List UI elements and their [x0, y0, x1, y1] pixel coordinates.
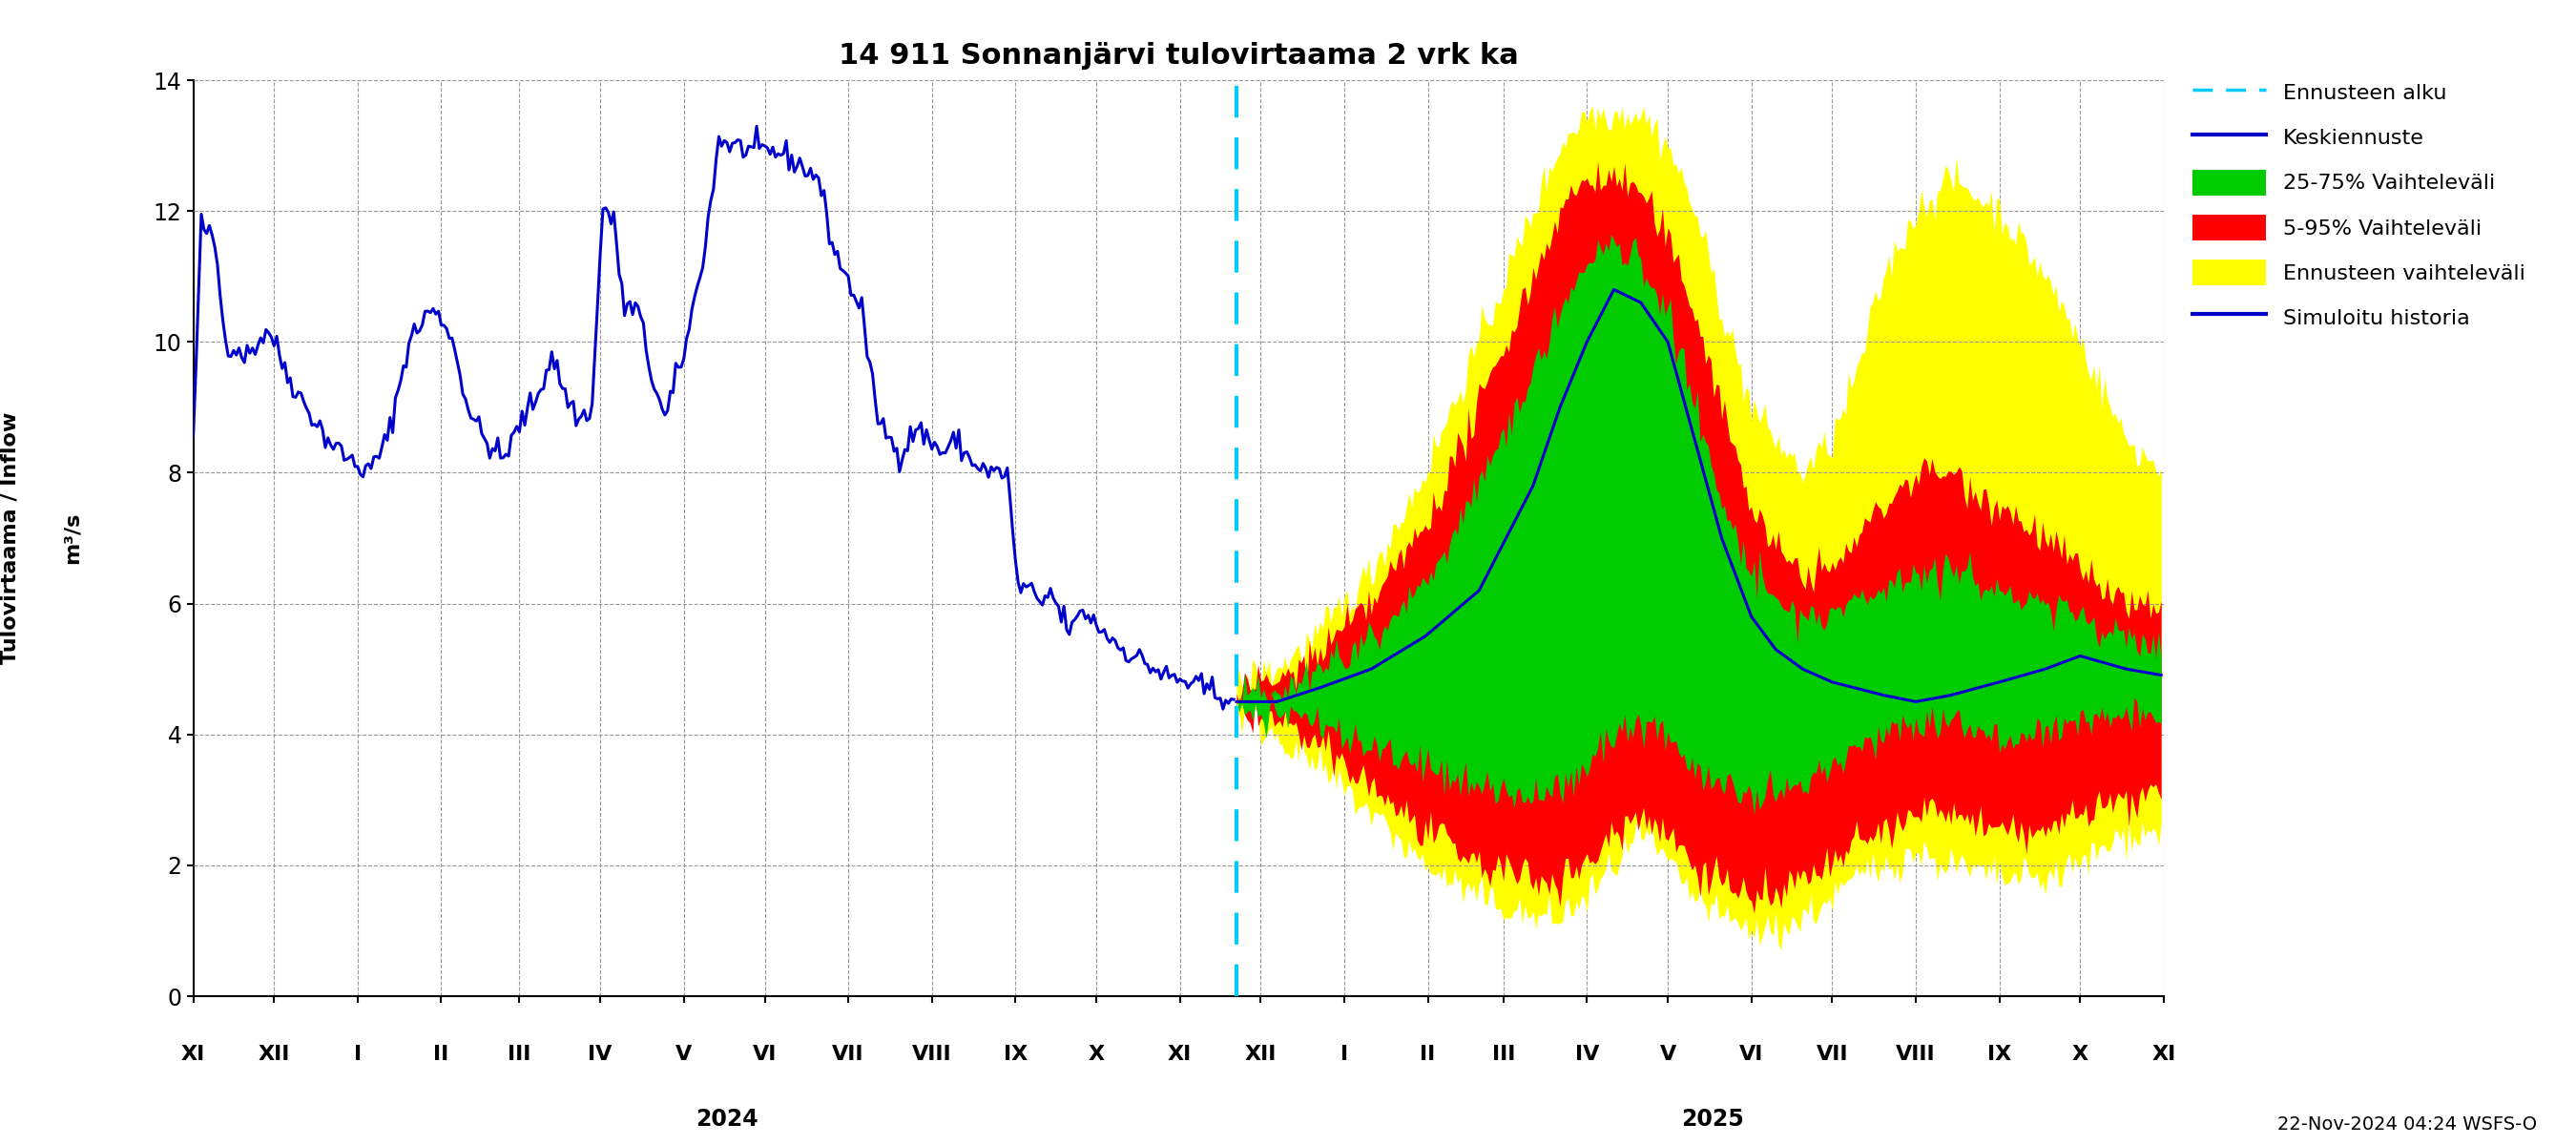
Text: V: V [675, 1045, 693, 1065]
Text: VI: VI [752, 1045, 778, 1065]
Text: XII: XII [258, 1045, 291, 1065]
Text: X: X [2071, 1045, 2089, 1065]
Text: II: II [1419, 1045, 1435, 1065]
Text: VIII: VIII [912, 1045, 951, 1065]
Text: VII: VII [1816, 1045, 1847, 1065]
Text: I: I [1340, 1045, 1347, 1065]
Text: IX: IX [1986, 1045, 2012, 1065]
Text: IX: IX [1005, 1045, 1028, 1065]
Text: XI: XI [2151, 1045, 2177, 1065]
Text: IV: IV [587, 1045, 613, 1065]
Text: V: V [1659, 1045, 1677, 1065]
Text: VIII: VIII [1896, 1045, 1935, 1065]
Text: IV: IV [1574, 1045, 1600, 1065]
Text: 2024: 2024 [696, 1107, 757, 1130]
Text: I: I [353, 1045, 361, 1065]
Text: X: X [1087, 1045, 1105, 1065]
Text: II: II [433, 1045, 448, 1065]
Text: VII: VII [832, 1045, 866, 1065]
Text: XI: XI [180, 1045, 206, 1065]
Text: XII: XII [1244, 1045, 1278, 1065]
Text: VI: VI [1739, 1045, 1765, 1065]
Title: 14 911 Sonnanjärvi tulovirtaama 2 vrk ka: 14 911 Sonnanjärvi tulovirtaama 2 vrk ka [840, 42, 1517, 70]
Text: XI: XI [1167, 1045, 1193, 1065]
Legend: Ennusteen alku, Keskiennuste, 25-75% Vaihteleväli, 5-95% Vaihteleväli, Ennusteen: Ennusteen alku, Keskiennuste, 25-75% Vai… [2184, 71, 2535, 339]
Text: m³/s: m³/s [62, 512, 82, 564]
Text: 2025: 2025 [1682, 1107, 1744, 1130]
Text: III: III [1492, 1045, 1515, 1065]
Text: Tulovirtaama / Inflow: Tulovirtaama / Inflow [0, 412, 21, 664]
Text: III: III [507, 1045, 531, 1065]
Text: 22-Nov-2024 04:24 WSFS-O: 22-Nov-2024 04:24 WSFS-O [2277, 1115, 2537, 1134]
